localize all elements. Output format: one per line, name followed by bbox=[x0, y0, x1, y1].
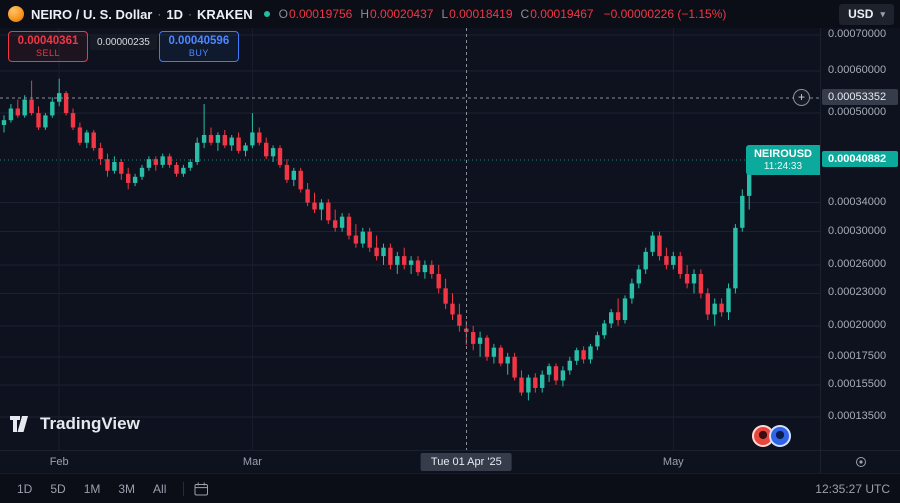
base-coin-icon bbox=[752, 425, 774, 447]
price-tick-label: 0.00060000 bbox=[828, 63, 887, 76]
add-alert-plus-button[interactable]: + bbox=[793, 89, 810, 107]
chevron-down-icon: ▾ bbox=[880, 8, 885, 19]
tradingview-icon bbox=[10, 415, 28, 432]
crosshair-date-label: Tue 01 Apr '25 bbox=[420, 453, 512, 471]
buy-price: 0.00040596 bbox=[168, 35, 230, 47]
exchange-label[interactable]: KRAKEN bbox=[196, 6, 253, 22]
price-tick-label: 0.00030000 bbox=[828, 224, 887, 237]
price-tick-label: 0.00050000 bbox=[828, 106, 887, 119]
bottom-toolbar: 1D 5D 1M 3M All 12:35:27 UTC bbox=[0, 473, 900, 503]
gear-icon bbox=[855, 457, 866, 467]
change-value: −0.00000226 (−1.15%) bbox=[603, 7, 727, 21]
range-1d-button[interactable]: 1D bbox=[17, 481, 33, 496]
range-5d-button[interactable]: 5D bbox=[50, 481, 66, 496]
price-axis[interactable]: 0.00070000 0.00060000 0.00050000 0.00034000… bbox=[820, 28, 900, 473]
price-tick-label: 0.00034000 bbox=[828, 195, 887, 208]
separator: · bbox=[187, 7, 192, 21]
time-axis[interactable]: Tue 01 Apr '25 Feb Mar May bbox=[0, 450, 820, 473]
low-value: L0.00018419 bbox=[441, 7, 513, 21]
clock-utc[interactable]: 12:35:27 UTC bbox=[815, 481, 890, 496]
price-tick-label: 0.00015500 bbox=[828, 377, 887, 390]
flag-symbol: NEIROUSD bbox=[753, 147, 812, 160]
buy-label: BUY bbox=[188, 48, 209, 58]
last-price-flag: NEIROUSD 11:24:33 bbox=[745, 144, 820, 175]
buy-sell-panel: 0.00040361 SELL 0.00000235 0.00040596 BU… bbox=[8, 31, 239, 62]
buy-button[interactable]: 0.00040596 BUY bbox=[158, 31, 239, 62]
range-3m-button[interactable]: 3M bbox=[118, 481, 136, 496]
crosshair-price-label: 0.00053352 bbox=[822, 89, 898, 106]
ohlc-legend: O0.00019756 H0.00020437 L0.00018419 C0.0… bbox=[279, 7, 727, 21]
neiro-coin-icon bbox=[8, 6, 24, 22]
currency-value: USD bbox=[848, 7, 874, 21]
interval-label[interactable]: 1D bbox=[166, 6, 183, 22]
sell-label: SELL bbox=[35, 48, 61, 58]
range-all-button[interactable]: All bbox=[153, 481, 167, 496]
price-tick-label: 0.00020000 bbox=[828, 318, 887, 331]
price-tick-label: 0.00013500 bbox=[828, 409, 887, 422]
close-value: C0.00019467 bbox=[520, 7, 594, 21]
price-tick-label: 0.00026000 bbox=[828, 257, 887, 270]
currency-dropdown[interactable]: USD ▾ bbox=[839, 3, 894, 25]
price-tick-label: 0.00070000 bbox=[828, 28, 887, 40]
price-tick-label: 0.00017500 bbox=[828, 349, 887, 362]
separator: · bbox=[157, 7, 162, 21]
spread-value: 0.00000235 bbox=[90, 35, 157, 50]
axis-settings-corner[interactable] bbox=[820, 450, 900, 473]
high-value: H0.00020437 bbox=[360, 7, 434, 21]
quote-coin-icon bbox=[769, 425, 791, 447]
month-label: Mar bbox=[242, 456, 262, 468]
go-to-date-button[interactable] bbox=[194, 482, 209, 496]
chart-header: NEIRO / U. S. Dollar · 1D · KRAKEN O0.00… bbox=[0, 0, 900, 28]
bar-countdown: 11:24:33 bbox=[763, 160, 803, 172]
last-price-label: 0.00040882 bbox=[822, 150, 898, 167]
chart-area[interactable]: NEIROUSD 11:24:33 + TradingView bbox=[0, 28, 820, 450]
pair-logos bbox=[752, 424, 796, 450]
sell-button[interactable]: 0.00040361 SELL bbox=[8, 31, 88, 62]
sell-price: 0.00040361 bbox=[17, 35, 79, 47]
calendar-icon bbox=[194, 482, 209, 495]
watermark-text: TradingView bbox=[40, 414, 140, 433]
price-tick-label: 0.00023000 bbox=[828, 286, 887, 299]
symbol-title[interactable]: NEIRO / U. S. Dollar bbox=[31, 6, 153, 22]
month-label: May bbox=[662, 456, 684, 468]
candlestick-canvas[interactable] bbox=[0, 28, 820, 450]
month-label: Feb bbox=[49, 456, 69, 468]
range-1m-button[interactable]: 1M bbox=[83, 481, 101, 496]
market-status-icon bbox=[263, 11, 270, 17]
tradingview-logo-link[interactable]: TradingView bbox=[10, 414, 140, 434]
toolbar-divider bbox=[183, 481, 185, 496]
open-value: O0.00019756 bbox=[278, 7, 353, 21]
